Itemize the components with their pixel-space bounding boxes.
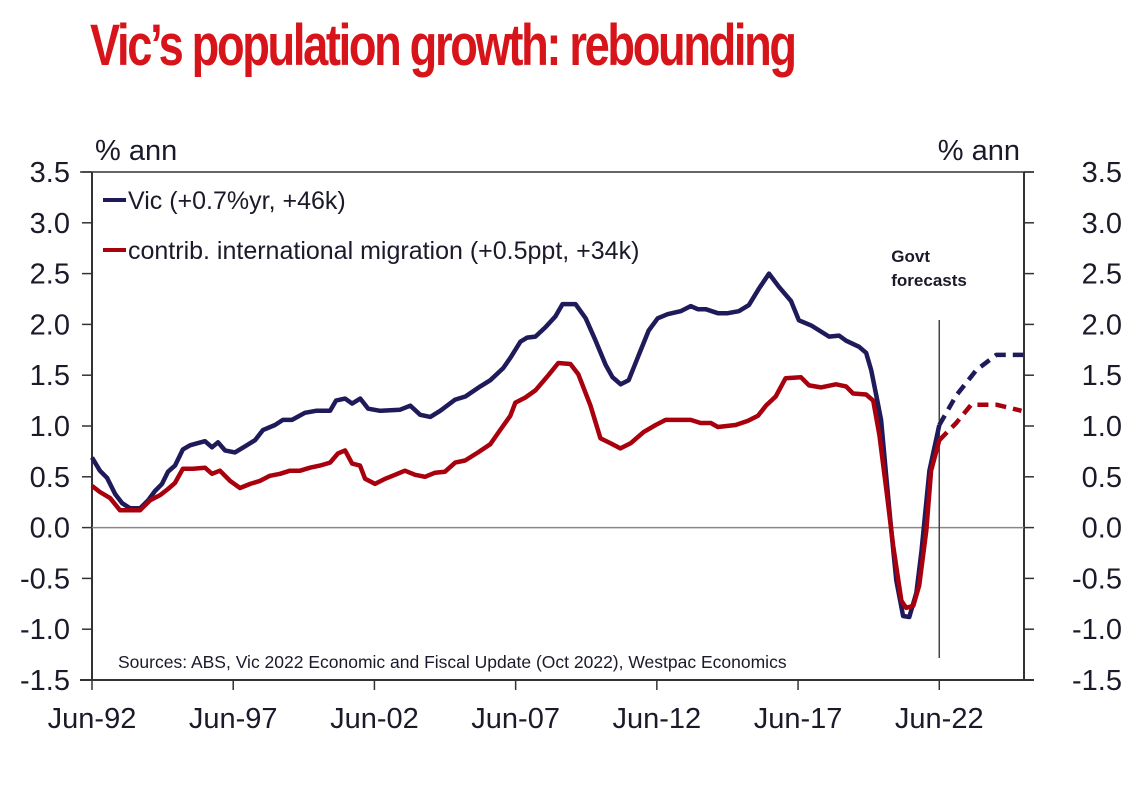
y-tick-label-right: 3.5 — [1082, 157, 1122, 189]
series-line-contrib-international-migration-forecast — [937, 402, 1023, 442]
axes: 3.5 3.5 3.0 3.0 2.5 2.5 2.0 2.0 1.5 1.5 1.0 1.0 0.5 0… — [20, 157, 1122, 735]
source-note: Sources: ABS, Vic 2022 Economic and Fisc… — [118, 652, 787, 672]
y-tick-label-left: 0.0 — [30, 513, 70, 545]
y-tick-label-right: 3.0 — [1082, 208, 1122, 240]
y-axis-left-unit: % ann — [95, 135, 177, 167]
x-tick-label: Jun-02 — [330, 703, 419, 735]
x-tick-label: Jun-07 — [471, 703, 560, 735]
y-tick-label-left: -0.5 — [20, 563, 70, 595]
legend-label: Vic (+0.7%yr, +46k) — [128, 187, 346, 215]
y-tick-label-right: 2.0 — [1082, 309, 1122, 341]
y-tick-label-left: 3.5 — [30, 157, 70, 189]
y-tick-label-right: -0.5 — [1072, 563, 1122, 595]
series-line-vic-0-7-yr-46k — [90, 271, 942, 620]
x-tick-label: Jun-22 — [895, 703, 984, 735]
series-line-vic-forecast — [937, 352, 1024, 427]
chart-title: Vic’s population growth: rebounding — [90, 13, 797, 78]
x-tick-label: Jun-12 — [613, 703, 702, 735]
series-line-contrib-international-migration-0-5ppt-34k — [90, 360, 942, 611]
forecast-annotation: Govt — [891, 247, 930, 266]
y-tick-label-left: 2.0 — [30, 309, 70, 341]
y-tick-label-left: 3.0 — [30, 208, 70, 240]
y-tick-label-right: 2.5 — [1082, 259, 1122, 291]
legend: Vic (+0.7%yr, +46k) contrib. internationa… — [103, 187, 639, 265]
y-tick-label-right: -1.5 — [1072, 665, 1122, 697]
y-tick-label-right: 0.5 — [1082, 462, 1122, 494]
series-lines — [90, 271, 1024, 620]
y-tick-label-left: 2.5 — [30, 259, 70, 291]
forecast-annotation: forecasts — [891, 271, 967, 290]
legend-label: contrib. international migration (+0.5pp… — [128, 237, 639, 265]
x-tick-label: Jun-92 — [48, 703, 137, 735]
y-axis-right-unit: % ann — [938, 135, 1020, 167]
x-tick-label: Jun-17 — [754, 703, 843, 735]
y-tick-label-left: -1.5 — [20, 665, 70, 697]
y-tick-label-right: -1.0 — [1072, 614, 1122, 646]
y-tick-label-right: 0.0 — [1082, 513, 1122, 545]
x-tick-label: Jun-97 — [189, 703, 278, 735]
y-tick-label-left: 1.0 — [30, 411, 70, 443]
y-tick-label-left: 0.5 — [30, 462, 70, 494]
y-tick-label-right: 1.5 — [1082, 360, 1122, 392]
y-tick-label-left: -1.0 — [20, 614, 70, 646]
y-tick-label-left: 1.5 — [30, 360, 70, 392]
y-tick-label-right: 1.0 — [1082, 411, 1122, 443]
